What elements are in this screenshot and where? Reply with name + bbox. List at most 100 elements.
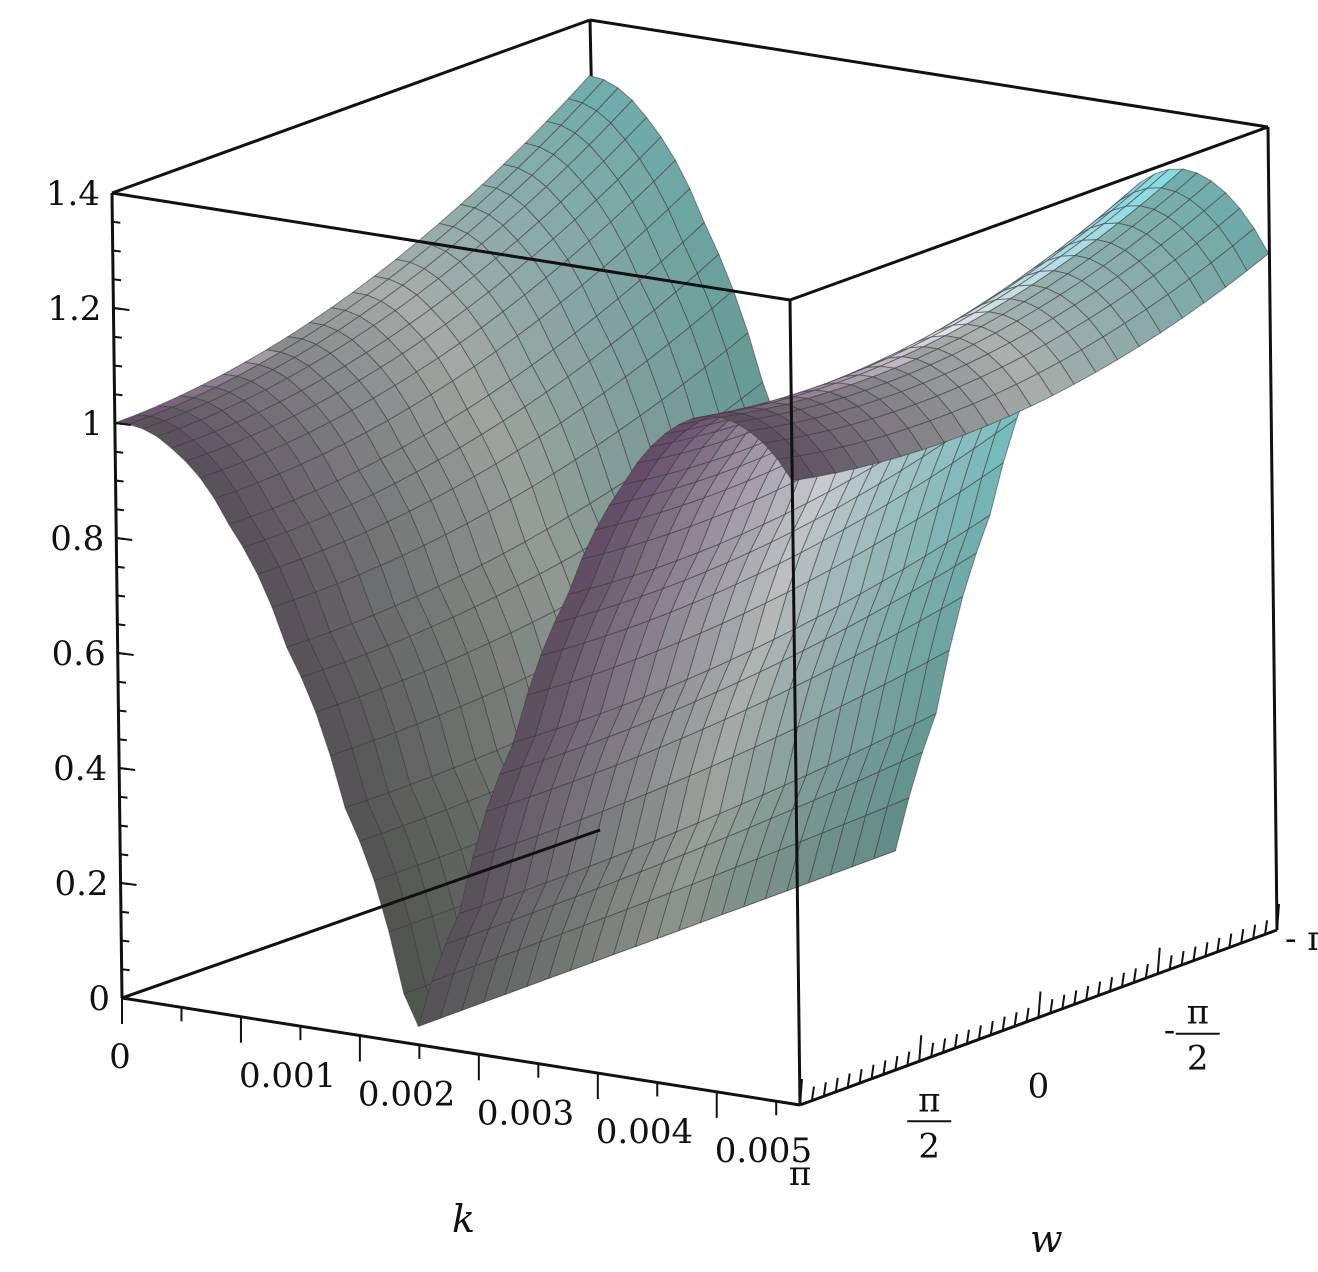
y-tick-mark	[1216, 937, 1221, 953]
y-tick-mark	[1264, 920, 1269, 935]
y-tick-mark	[846, 1073, 851, 1088]
z-minor-tick	[120, 853, 129, 857]
surface-mesh	[114, 74, 1270, 1028]
z-minor-tick	[115, 508, 125, 512]
z-minor-tick	[112, 249, 121, 253]
x-tick-label: 0.003	[477, 1093, 574, 1133]
z-minor-tick	[113, 335, 122, 339]
z-tick-label: 0.4	[53, 749, 107, 789]
z-tick-label: 0.8	[50, 519, 104, 559]
z-minor-tick	[115, 450, 124, 454]
z-tick-label: 1	[81, 404, 103, 444]
box-edge-back-top-right	[589, 18, 1269, 129]
z-minor-tick	[113, 307, 122, 310]
y-tick-mark	[1276, 903, 1280, 931]
svg-text:π: π	[1187, 993, 1209, 1033]
y-tick-mark	[965, 1029, 970, 1044]
z-minor-tick	[118, 738, 127, 742]
y-tick-mark	[1240, 928, 1245, 944]
box-edge-bottom-front	[121, 996, 801, 1107]
z-minor-tick	[121, 939, 130, 943]
y-tick-label: π2	[907, 1080, 952, 1166]
z-minor-tick	[119, 824, 128, 828]
y-tick-mark	[822, 1082, 827, 1097]
y-tick-mark	[1180, 950, 1185, 966]
y-tick-label: - π 2	[1164, 993, 1220, 1079]
x-axis: 0 0.001 0.002 0.003 0.004 0.005	[109, 998, 812, 1171]
y-tick-mark	[1097, 981, 1102, 996]
x-tick-label: 0.005	[715, 1131, 812, 1171]
box-edge-right-vertical	[1266, 126, 1279, 931]
x-tick-label: 0.004	[596, 1112, 693, 1152]
x-tick-label: 0.002	[358, 1075, 455, 1115]
y-tick-mark	[1120, 972, 1125, 988]
svg-text:- π: - π	[1285, 919, 1318, 959]
y-tick-mark	[930, 1042, 935, 1058]
box-edge-top-right	[789, 125, 1269, 302]
y-tick-mark	[906, 1051, 911, 1066]
x-tick-label: 0	[109, 1037, 131, 1077]
z-tick-label: 1.4	[46, 174, 100, 214]
z-minor-tick	[117, 652, 126, 655]
y-tick-mark	[894, 1055, 899, 1071]
y-tick-mark	[870, 1064, 875, 1079]
z-minor-tick	[114, 393, 123, 397]
z-tick-label: 0.6	[52, 634, 106, 674]
z-minor-tick	[119, 795, 128, 799]
x-tick-label: 0.001	[239, 1056, 336, 1096]
z-minor-tick	[118, 709, 127, 713]
y-tick-mark	[1252, 924, 1257, 939]
y-tick-mark	[799, 1078, 803, 1106]
z-minor-tick	[121, 968, 130, 972]
z-minor-tick	[120, 910, 130, 914]
box-edge-front-vertical	[788, 299, 802, 1106]
y-tick-mark	[1001, 1016, 1006, 1031]
z-minor-tick	[116, 594, 126, 598]
y-tick-mark	[1132, 968, 1137, 983]
z-minor-tick	[112, 278, 122, 282]
y-tick-mark	[1013, 1012, 1018, 1027]
y-tick-mark	[858, 1068, 863, 1084]
y-tick-mark	[977, 1025, 982, 1040]
z-minor-tick	[117, 680, 127, 684]
y-tick-mark	[1168, 955, 1173, 970]
box-edge-top-front	[111, 191, 791, 302]
svg-text:π: π	[918, 1080, 940, 1120]
bounding-box-front	[110, 125, 1279, 1107]
svg-text:2: 2	[918, 1126, 940, 1166]
z-axis: 0 0.2 0.4 0.6 0.8 1 1.2 1.4	[46, 174, 139, 1019]
y-tick-mark	[1085, 985, 1090, 1001]
y-tick-mark	[1061, 994, 1066, 1009]
y-tick-label: π	[789, 1154, 811, 1194]
y-tick-mark	[1037, 991, 1042, 1018]
svg-text:0: 0	[1028, 1067, 1050, 1107]
y-tick-mark	[1025, 1007, 1030, 1023]
y-tick-mark	[1144, 963, 1149, 979]
y-tick-mark	[1228, 933, 1233, 948]
svg-text:π: π	[789, 1154, 811, 1194]
y-axis-title: w	[1030, 1217, 1063, 1261]
y-tick-mark	[954, 1033, 959, 1049]
z-minor-tick	[112, 220, 121, 224]
z-minor-tick	[114, 422, 123, 425]
x-axis-title: k	[452, 1197, 475, 1241]
z-minor-tick	[116, 537, 125, 540]
box-edge-bottom-back	[121, 828, 601, 1000]
svg-text:-: -	[1164, 1011, 1176, 1051]
z-minor-tick	[111, 192, 121, 195]
z-minor-tick	[114, 364, 123, 368]
svg-text:2: 2	[1187, 1039, 1209, 1079]
z-tick-label: 1.2	[47, 289, 101, 329]
y-tick-mark	[1204, 942, 1209, 957]
y-tick-mark	[918, 1035, 923, 1062]
y-tick-mark	[1192, 946, 1197, 961]
y-tick-mark	[834, 1077, 839, 1093]
z-minor-tick	[117, 623, 126, 627]
y-tick-mark	[810, 1086, 815, 1101]
y-tick-mark	[882, 1060, 887, 1075]
y-tick-label: 0	[1028, 1067, 1050, 1107]
z-minor-tick	[120, 882, 129, 885]
y-tick-mark	[942, 1038, 947, 1053]
